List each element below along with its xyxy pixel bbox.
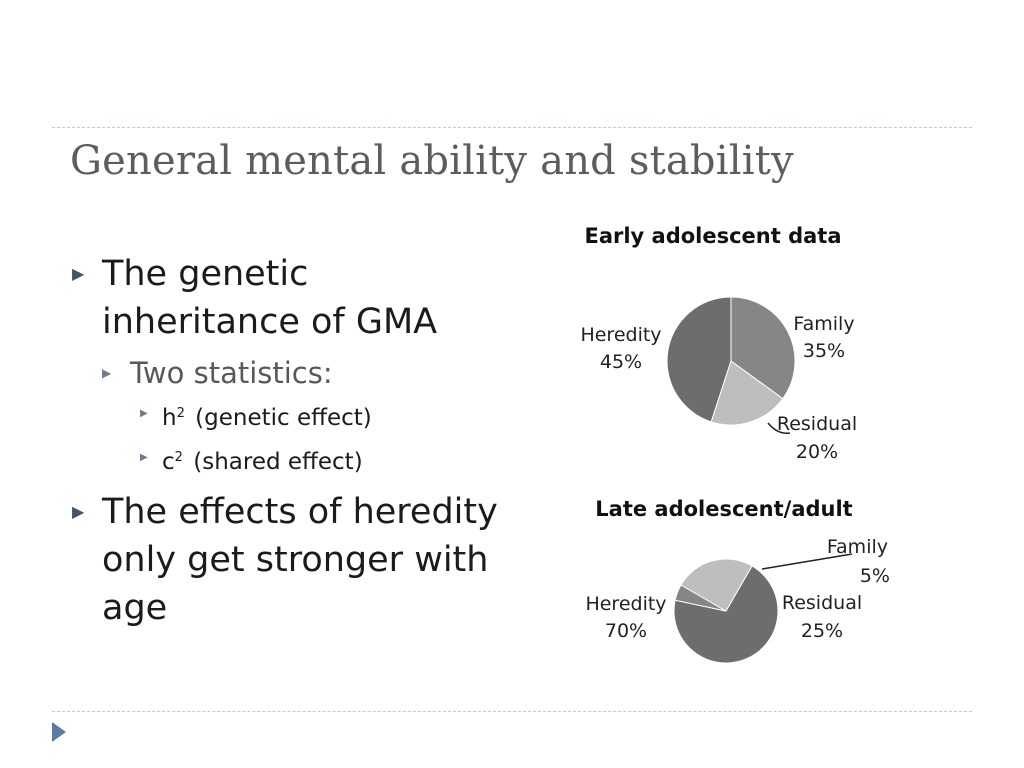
label-heredity: Heredity xyxy=(580,324,661,346)
chart-title: Early adolescent data xyxy=(584,224,841,248)
c2-symbol: c xyxy=(162,449,175,475)
bottom-divider xyxy=(52,711,972,712)
sub-sub-bullet-c2: ▶ c2 (shared effect) xyxy=(72,438,512,482)
pie-slice-residual xyxy=(680,558,753,612)
sub-bullet-two-statistics: ▶ Two statistics: xyxy=(72,352,512,394)
bullet-text: The effects of heredity only get stronge… xyxy=(102,492,498,628)
pie-slice-residual xyxy=(710,360,784,426)
h2-symbol: h xyxy=(162,405,177,431)
next-slide-arrow-icon[interactable] xyxy=(50,720,68,744)
h2-superscript: 2 xyxy=(176,406,185,421)
bullet-marker-icon: ▶ xyxy=(140,408,148,419)
value-heredity: 45% xyxy=(600,351,642,373)
value-heredity: 70% xyxy=(605,620,647,642)
value-family: 35% xyxy=(803,340,845,362)
sub-sub-bullet-h2: ▶ h2 (genetic effect) xyxy=(72,394,512,438)
bullet-heredity-stronger: ▶ The effects of heredity only get stron… xyxy=(72,488,512,632)
pie-slice-heredity xyxy=(673,565,779,664)
top-divider xyxy=(52,127,972,128)
label-residual: Residual xyxy=(782,592,862,614)
label-family: Family xyxy=(827,536,888,558)
h2-description: (genetic effect) xyxy=(195,405,372,431)
bullet-text: The genetic inheritance of GMA xyxy=(102,254,438,342)
value-residual: 25% xyxy=(801,620,843,642)
late-adolescent-pie: Late adolescent/adult Heredity 70% Famil… xyxy=(585,497,890,664)
residual-leader-line xyxy=(767,422,791,435)
bullet-marker-icon: ▶ xyxy=(72,264,85,283)
label-family: Family xyxy=(793,313,854,335)
bullet-marker-icon: ▶ xyxy=(140,452,148,463)
chart-title: Late adolescent/adult xyxy=(595,497,852,521)
bullet-genetic-inheritance: ▶ The genetic inheritance of GMA xyxy=(72,250,512,346)
pie-slice-heredity xyxy=(666,296,732,423)
family-leader-line xyxy=(761,553,853,570)
early-adolescent-pie: Early adolescent data Heredity 45% Famil… xyxy=(580,224,857,463)
value-family: 5% xyxy=(860,565,890,587)
bullet-text: Two statistics: xyxy=(130,356,333,390)
early-adolescent-chart: Early adolescent data Heredity 45% Famil… xyxy=(560,215,890,470)
slide-title: General mental ability and stability xyxy=(70,138,794,184)
bullet-list: ▶ The genetic inheritance of GMA ▶ Two s… xyxy=(72,250,512,638)
bullet-marker-icon: ▶ xyxy=(72,502,85,521)
c2-description: (shared effect) xyxy=(193,449,363,475)
bullet-marker-icon: ▶ xyxy=(102,366,112,380)
pie-slice-family xyxy=(730,296,796,400)
label-heredity: Heredity xyxy=(585,593,666,615)
label-residual: Residual xyxy=(777,413,857,435)
value-residual: 20% xyxy=(796,441,838,463)
c2-superscript: 2 xyxy=(174,450,183,465)
late-adolescent-chart: Late adolescent/adult Heredity 70% Famil… xyxy=(560,490,890,670)
